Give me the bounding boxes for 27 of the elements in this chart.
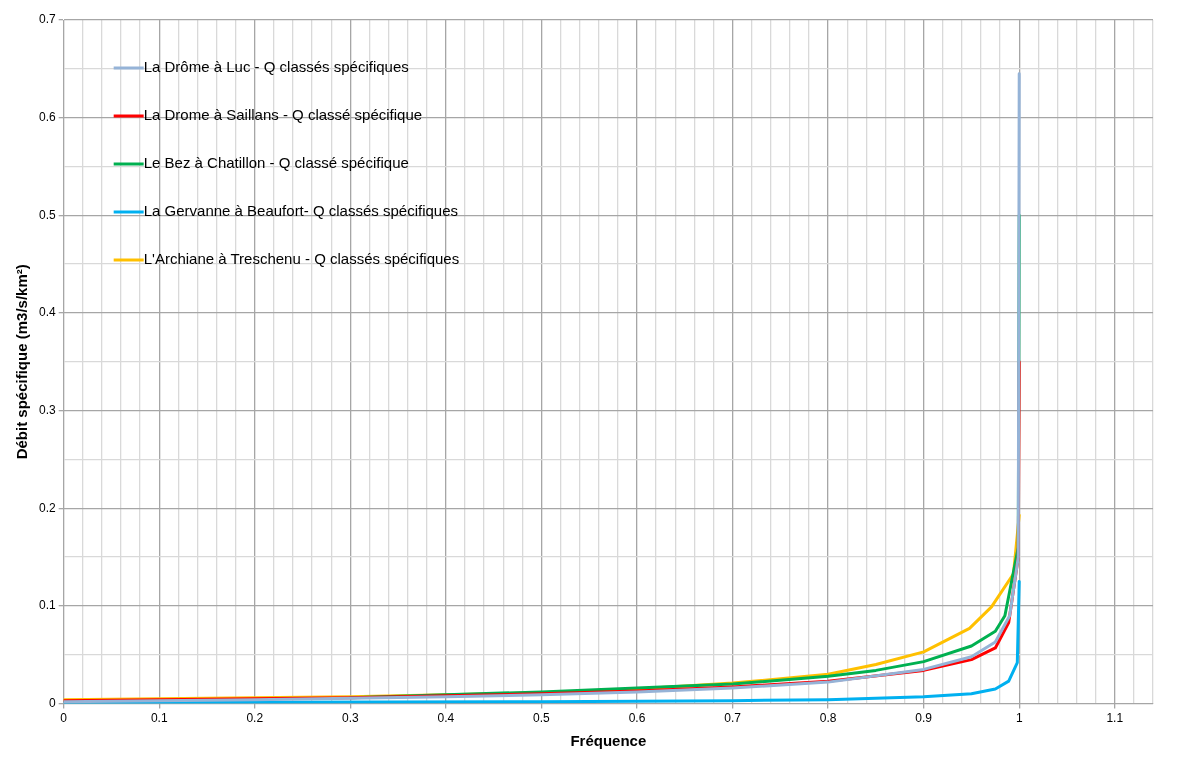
legend-label: La Drôme à Luc - Q classés spécifiques bbox=[143, 58, 409, 76]
x-tick-label: 0.6 bbox=[628, 711, 646, 726]
x-axis-title: Fréquence bbox=[570, 732, 647, 750]
x-tick-label: 0.1 bbox=[150, 711, 168, 726]
legend-label: La Gervanne à Beaufort- Q classés spécifiques bbox=[143, 202, 459, 220]
y-tick-label: 0.7 bbox=[38, 12, 56, 27]
x-tick-label: 0.5 bbox=[533, 711, 551, 726]
y-tick-label: 0.5 bbox=[38, 207, 56, 222]
legend-label: La Drome à Saillans - Q classé spécifique bbox=[143, 106, 423, 124]
y-tick-label: 0.1 bbox=[38, 598, 56, 613]
x-tick-label: 0.7 bbox=[724, 711, 742, 726]
y-tick-label: 0.4 bbox=[38, 305, 56, 320]
x-tick-label: 0.3 bbox=[342, 711, 360, 726]
x-tick-label: 0 bbox=[60, 711, 68, 726]
x-tick-label: 1 bbox=[1015, 711, 1023, 726]
y-axis-title: Débit spécifique (m3/s/km²) bbox=[13, 264, 31, 460]
x-tick-label: 0.4 bbox=[437, 711, 455, 726]
y-tick-label: 0.6 bbox=[38, 109, 56, 124]
legend-label: L'Archiane à Treschenu - Q classés spécifiques bbox=[143, 250, 460, 268]
x-tick-label: 0.8 bbox=[819, 711, 837, 726]
y-tick-label: 0.2 bbox=[38, 500, 56, 515]
x-tick-label: 0.2 bbox=[246, 711, 264, 726]
y-tick-label: 0.3 bbox=[38, 402, 56, 417]
y-tick-label: 0 bbox=[48, 695, 56, 710]
legend-label: Le Bez à Chatillon - Q classé spécifique bbox=[143, 154, 409, 172]
x-tick-label: 0.9 bbox=[915, 711, 933, 726]
x-tick-label: 1.1 bbox=[1106, 711, 1124, 726]
